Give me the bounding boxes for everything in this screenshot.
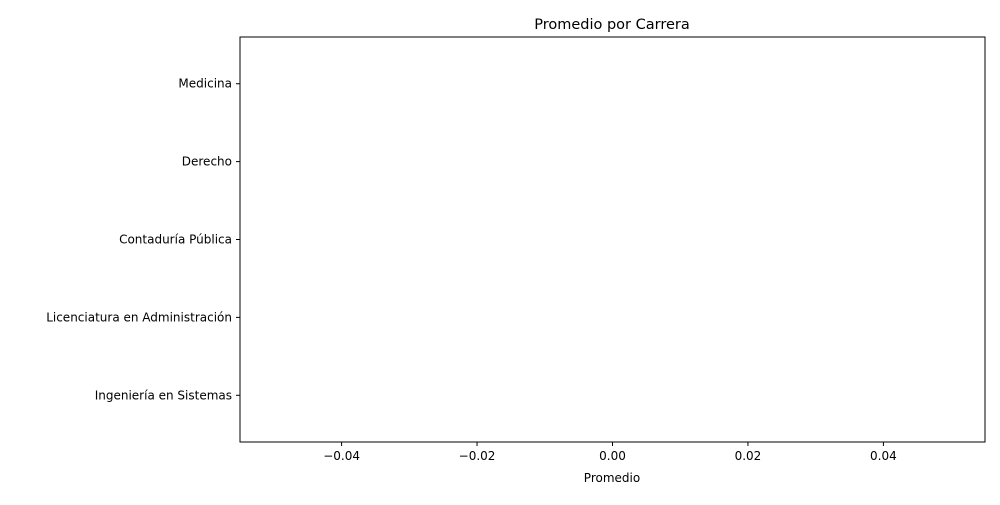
- chart-title: Promedio por Carrera: [534, 17, 690, 33]
- x-axis-ticks: −0.04 −0.02 0.00 0.02 0.04: [323, 442, 897, 463]
- x-tick-label: −0.04: [323, 449, 360, 463]
- x-tick-label: 0.00: [599, 449, 626, 463]
- x-tick-label: 0.02: [735, 449, 762, 463]
- x-axis-label: Promedio: [584, 471, 640, 485]
- x-tick-label: 0.04: [870, 449, 897, 463]
- plot-area-frame: [239, 36, 986, 443]
- y-axis-ticks: Ingeniería en Sistemas Licenciatura en Ad…: [46, 77, 240, 402]
- y-tick-label: Contaduría Pública: [119, 233, 232, 247]
- y-tick-label: Derecho: [182, 155, 232, 169]
- y-tick-label: Licenciatura en Administración: [46, 310, 232, 324]
- y-tick-label: Medicina: [178, 77, 232, 91]
- y-tick-label: Ingeniería en Sistemas: [95, 388, 232, 402]
- x-tick-label: −0.02: [459, 449, 496, 463]
